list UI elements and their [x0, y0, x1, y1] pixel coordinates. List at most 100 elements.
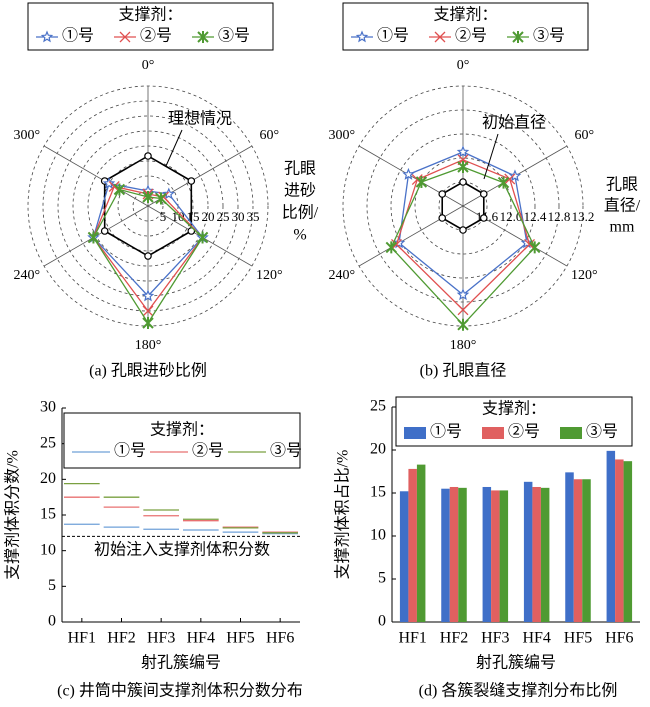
r-tick-label: 5 — [160, 209, 167, 224]
legend-label: ①号 — [114, 442, 146, 460]
x-tick-label: HF5 — [564, 630, 592, 647]
x-tick-label: HF3 — [481, 630, 509, 647]
x-tick-label: HF6 — [605, 630, 633, 647]
grid-ring — [72, 130, 224, 282]
marker — [524, 238, 535, 250]
x-tick-label: HF5 — [226, 630, 254, 647]
bar — [573, 479, 583, 622]
y-tick-label: 10 — [40, 541, 56, 558]
legend-label: ①号 — [62, 27, 94, 45]
y-tick-label: 25 — [40, 434, 56, 451]
bar — [449, 486, 459, 622]
r-axis-label: 孔眼 — [284, 160, 316, 178]
marker — [197, 31, 209, 43]
spoke — [462, 205, 568, 267]
y-axis-label: 支撑剂体积分数/% — [4, 450, 22, 580]
r-axis-label: % — [293, 227, 306, 244]
bar — [523, 481, 533, 622]
r-tick-label: 10 — [172, 209, 185, 224]
marker — [113, 183, 126, 196]
bar — [499, 490, 509, 622]
bar — [532, 486, 541, 622]
y-tick-label: 20 — [40, 470, 56, 487]
legend-box — [63, 412, 301, 469]
marker — [508, 169, 522, 182]
legend-swatch — [482, 427, 504, 439]
r-tick-label: 35 — [247, 209, 260, 224]
r-tick-label: 12.8 — [548, 209, 571, 224]
marker — [162, 187, 176, 200]
bar — [441, 488, 450, 622]
legend-label: ②号 — [192, 442, 224, 460]
marker — [391, 238, 402, 250]
r-axis-label: 比例/ — [282, 204, 319, 222]
legend-label: ①号 — [430, 423, 462, 441]
marker — [119, 31, 131, 43]
bar — [399, 491, 409, 622]
marker — [457, 318, 469, 331]
marker — [504, 173, 516, 185]
y-tick-label: 15 — [40, 506, 56, 523]
marker — [402, 167, 415, 180]
angle-label: 60° — [259, 128, 279, 143]
legend-label: ②号 — [140, 27, 172, 45]
y-tick-label: 30 — [40, 399, 56, 416]
caption: (c) 井筒中簇间支撑剂体积分数分布 — [57, 682, 303, 700]
marker — [142, 317, 154, 329]
r-tick-label: 20 — [202, 209, 215, 224]
bar — [623, 461, 633, 622]
reference-point — [144, 152, 152, 160]
marker — [196, 231, 209, 244]
x-axis-label: 射孔簇编号 — [476, 654, 556, 672]
legend-swatch — [404, 427, 426, 439]
spoke — [358, 205, 464, 267]
r-tick-label: 25 — [217, 209, 230, 224]
y-tick-label: 0 — [378, 613, 386, 630]
r-tick-label: 15 — [187, 209, 200, 224]
angle-label: 240° — [328, 268, 355, 283]
x-axis-label: 射孔簇编号 — [141, 654, 221, 672]
marker — [141, 289, 155, 302]
legend-swatch — [560, 427, 582, 439]
y-tick-label: 10 — [370, 527, 386, 544]
r-axis-label: 直径/ — [604, 197, 641, 215]
legend-label: ③号 — [533, 27, 565, 45]
r-tick-label: 13.2 — [572, 209, 595, 224]
legend-label: ②号 — [508, 423, 540, 441]
legend-title: 支撑剂： — [118, 6, 182, 24]
legend-box — [342, 2, 589, 51]
y-axis-label: 支撑剂体积占比/% — [334, 450, 352, 580]
bar — [416, 464, 426, 622]
bar — [491, 490, 500, 622]
bar — [582, 479, 591, 622]
marker — [142, 191, 154, 203]
caption: (a) 孔眼进砂比例 — [89, 362, 207, 380]
legend-label: ③号 — [270, 442, 302, 460]
legend-label: ②号 — [455, 27, 487, 45]
angle-label: 60° — [574, 128, 594, 143]
r-tick-label: 12.0 — [500, 209, 523, 224]
legend-label: ①号 — [377, 27, 409, 45]
bar — [458, 487, 467, 622]
marker — [528, 241, 541, 254]
legend-label: ③号 — [586, 423, 618, 441]
angle-label: 0° — [142, 58, 155, 73]
reference-point — [187, 177, 196, 185]
reference-point — [479, 190, 488, 198]
marker — [456, 288, 470, 301]
grid-ring — [57, 115, 239, 297]
bar — [606, 450, 616, 622]
annotation-leader — [165, 129, 183, 167]
x-tick-label: HF4 — [522, 630, 550, 647]
marker — [415, 176, 428, 188]
legend-title: 支撑剂： — [433, 6, 497, 24]
r-axis-label: 孔眼 — [606, 176, 638, 194]
reference-point — [459, 226, 467, 234]
spoke — [43, 145, 149, 207]
marker — [497, 176, 510, 189]
annotation-leader — [483, 133, 499, 180]
angle-label: 0° — [457, 58, 470, 73]
marker — [457, 304, 469, 316]
marker — [457, 161, 469, 173]
r-axis-label: mm — [610, 219, 635, 236]
